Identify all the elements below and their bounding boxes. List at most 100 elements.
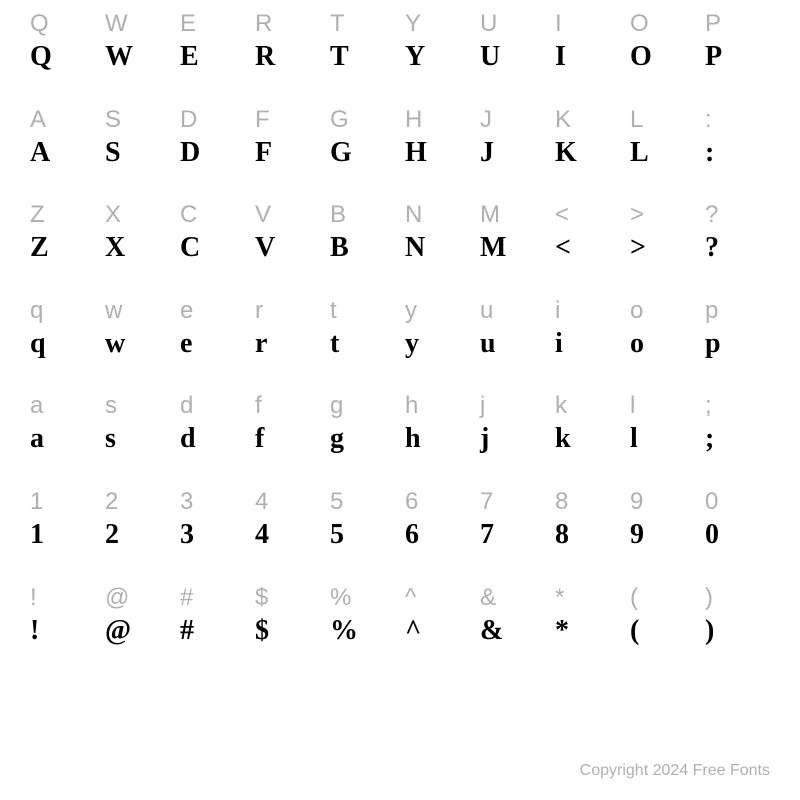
- glyph-sample: P: [705, 38, 780, 74]
- key-label: K: [555, 106, 630, 134]
- key-label: %: [330, 584, 405, 612]
- key-label: e: [180, 297, 255, 325]
- glyph-sample: s: [105, 420, 180, 456]
- copyright-footer: Copyright 2024 Free Fonts: [580, 762, 770, 780]
- key-label: 1: [30, 488, 105, 516]
- glyph-sample: e: [180, 325, 255, 361]
- key-label: 2: [105, 488, 180, 516]
- key-label: W: [105, 10, 180, 38]
- glyph-sample: h: [405, 420, 480, 456]
- glyph-sample: V: [255, 229, 330, 265]
- glyph-sample: 6: [405, 516, 480, 552]
- glyph-sample: 2: [105, 516, 180, 552]
- key-label: $: [255, 584, 330, 612]
- glyph-sample: ): [705, 612, 780, 648]
- glyph-sample: #: [180, 612, 255, 648]
- key-label: 0: [705, 488, 780, 516]
- glyph-sample: K: [555, 134, 630, 170]
- glyph-sample: M: [480, 229, 555, 265]
- glyph-sample: y: [405, 325, 480, 361]
- glyph-sample: Y: [405, 38, 480, 74]
- glyph-sample: ?: [705, 229, 780, 265]
- sample-row: A S D F G H J K L :: [30, 134, 780, 170]
- glyph-sample: N: [405, 229, 480, 265]
- key-label: (: [630, 584, 705, 612]
- key-label: D: [180, 106, 255, 134]
- sample-row: ! @ # $ % ^ & * ( ): [30, 612, 780, 648]
- glyph-sample: L: [630, 134, 705, 170]
- glyph-sample: 0: [705, 516, 780, 552]
- key-label: O: [630, 10, 705, 38]
- glyph-sample: (: [630, 612, 705, 648]
- row-upper-asdf: A S D F G H J K L : A S D F G H J K L :: [30, 106, 780, 170]
- row-lower-asdf: a s d f g h j k l ; a s d f g h j k l ;: [30, 392, 780, 456]
- glyph-sample: >: [630, 229, 705, 265]
- glyph-sample: G: [330, 134, 405, 170]
- glyph-sample: O: [630, 38, 705, 74]
- key-label: Z: [30, 201, 105, 229]
- glyph-sample: r: [255, 325, 330, 361]
- key-label: >: [630, 201, 705, 229]
- sample-row: 1 2 3 4 5 6 7 8 9 0: [30, 516, 780, 552]
- glyph-sample: ;: [705, 420, 780, 456]
- key-label: j: [480, 392, 555, 420]
- glyph-sample: T: [330, 38, 405, 74]
- key-label: X: [105, 201, 180, 229]
- glyph-sample: 4: [255, 516, 330, 552]
- key-label: I: [555, 10, 630, 38]
- key-label: l: [630, 392, 705, 420]
- key-label: u: [480, 297, 555, 325]
- key-label: V: [255, 201, 330, 229]
- key-label: P: [705, 10, 780, 38]
- key-label: Y: [405, 10, 480, 38]
- key-label: :: [705, 106, 780, 134]
- key-label: *: [555, 584, 630, 612]
- glyph-sample: 7: [480, 516, 555, 552]
- key-label: t: [330, 297, 405, 325]
- glyph-sample: I: [555, 38, 630, 74]
- key-label: i: [555, 297, 630, 325]
- key-label: o: [630, 297, 705, 325]
- key-label: s: [105, 392, 180, 420]
- glyph-sample: o: [630, 325, 705, 361]
- key-label: r: [255, 297, 330, 325]
- glyph-sample: U: [480, 38, 555, 74]
- glyph-sample: t: [330, 325, 405, 361]
- key-label: q: [30, 297, 105, 325]
- glyph-sample: E: [180, 38, 255, 74]
- label-row: ! @ # $ % ^ & * ( ): [30, 584, 780, 612]
- key-label: ;: [705, 392, 780, 420]
- key-label: Q: [30, 10, 105, 38]
- glyph-sample: 1: [30, 516, 105, 552]
- glyph-sample: w: [105, 325, 180, 361]
- label-row: Q W E R T Y U I O P: [30, 10, 780, 38]
- glyph-sample: S: [105, 134, 180, 170]
- glyph-sample: d: [180, 420, 255, 456]
- glyph-sample: Z: [30, 229, 105, 265]
- glyph-sample: ^: [405, 612, 480, 648]
- key-label: 6: [405, 488, 480, 516]
- key-label: L: [630, 106, 705, 134]
- key-label: 5: [330, 488, 405, 516]
- sample-row: a s d f g h j k l ;: [30, 420, 780, 456]
- glyph-sample: u: [480, 325, 555, 361]
- key-label: A: [30, 106, 105, 134]
- key-label: !: [30, 584, 105, 612]
- sample-row: Z X C V B N M < > ?: [30, 229, 780, 265]
- key-label: &: [480, 584, 555, 612]
- key-label: ^: [405, 584, 480, 612]
- key-label: 7: [480, 488, 555, 516]
- glyph-sample: 3: [180, 516, 255, 552]
- glyph-sample: f: [255, 420, 330, 456]
- key-label: U: [480, 10, 555, 38]
- key-label: @: [105, 584, 180, 612]
- glyph-sample: <: [555, 229, 630, 265]
- glyph-sample: B: [330, 229, 405, 265]
- key-label: p: [705, 297, 780, 325]
- glyph-sample: 9: [630, 516, 705, 552]
- row-upper-zxcv: Z X C V B N M < > ? Z X C V B N M < > ?: [30, 201, 780, 265]
- glyph-sample: j: [480, 420, 555, 456]
- row-lower-qwerty: q w e r t y u i o p q w e r t y u i o p: [30, 297, 780, 361]
- glyph-sample: *: [555, 612, 630, 648]
- glyph-sample: Q: [30, 38, 105, 74]
